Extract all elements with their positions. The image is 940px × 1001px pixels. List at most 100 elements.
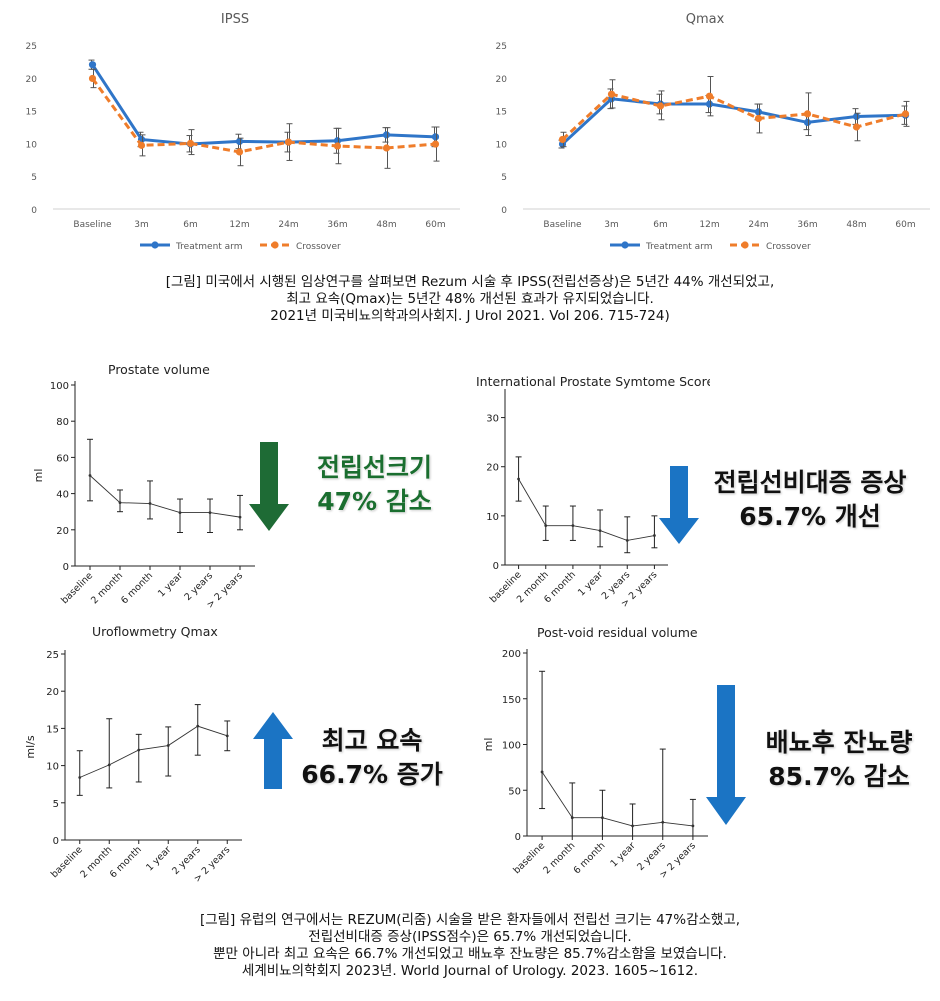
data-point bbox=[382, 131, 391, 139]
y-tick-label: 0 bbox=[31, 206, 37, 216]
ipss-chart: IPSS 0 5 10 15 20 25 Baseline 3m 6m 12m 24m 36m 48m 60… bbox=[26, 12, 460, 252]
data-point bbox=[382, 144, 391, 152]
data-point bbox=[88, 61, 97, 69]
data-point bbox=[186, 139, 195, 147]
legend-marker bbox=[271, 241, 279, 249]
y-tick-label: 200 bbox=[502, 649, 521, 660]
legend-label: Crossover bbox=[296, 242, 341, 252]
x-tick-label: 1 year bbox=[609, 840, 638, 869]
series-line bbox=[79, 725, 228, 778]
x-tick-label: 12m bbox=[229, 220, 249, 230]
y-tick-label: 25 bbox=[26, 42, 37, 52]
data-point bbox=[196, 724, 200, 728]
chart-title: IPSS bbox=[221, 12, 249, 27]
data-point bbox=[235, 148, 244, 156]
y-tick-label: 0 bbox=[501, 206, 507, 216]
y-tick-label: 25 bbox=[496, 42, 507, 52]
y-tick-label: 60 bbox=[56, 453, 69, 464]
data-point bbox=[691, 824, 695, 828]
x-tick-label: baseline bbox=[511, 840, 547, 876]
top-caption-line-2: 최고 요속(Qmax)는 5년간 48% 개선된 효과가 유지되었습니다. bbox=[286, 291, 654, 307]
data-point bbox=[601, 816, 604, 820]
data-point bbox=[225, 734, 229, 738]
y-tick-label: 0 bbox=[63, 562, 69, 573]
x-tick-label: 6m bbox=[653, 220, 668, 230]
pvr-callout-line-1: 배뇨후 잔뇨량 bbox=[765, 728, 913, 757]
y-tick-label: 10 bbox=[26, 140, 38, 150]
x-tick-label: 6m bbox=[183, 220, 198, 230]
data-point bbox=[235, 137, 244, 146]
y-tick-label: 10 bbox=[46, 762, 59, 773]
data-point bbox=[333, 142, 342, 150]
y-tick-label: 5 bbox=[53, 799, 59, 810]
data-point bbox=[607, 90, 616, 98]
data-point bbox=[653, 534, 656, 537]
data-point bbox=[517, 477, 520, 481]
qmax-up-arrow-icon bbox=[253, 712, 293, 789]
x-tick-label: 48m bbox=[846, 220, 866, 230]
y-tick-label: 15 bbox=[26, 108, 37, 118]
x-tick-label: 2 month bbox=[89, 570, 125, 606]
pvr-panel: Post-void residual volume ml 0 50 100 150 200 b… bbox=[470, 618, 710, 893]
data-point bbox=[166, 744, 170, 747]
y-tick-label: 15 bbox=[46, 724, 59, 735]
qmax-chart-panel: Qmax 0 5 10 15 20 25 Baseline 3m 6m 12m 24m 36m 48m 60… bbox=[470, 0, 940, 265]
data-point bbox=[754, 108, 763, 116]
data-point bbox=[284, 138, 293, 146]
qmax-callout-line-1: 최고 요속 bbox=[321, 726, 423, 755]
data-point bbox=[803, 118, 812, 127]
data-point bbox=[705, 100, 714, 108]
uroflowmetry-chart: Uroflowmetry Qmaxml/s0510152025baseline2… bbox=[24, 624, 242, 885]
prostate-callout-line-1: 전립선크기 bbox=[316, 453, 432, 482]
y-tick-label: 20 bbox=[496, 75, 508, 85]
x-tick-label: 24m bbox=[278, 220, 298, 230]
series-line bbox=[561, 92, 906, 141]
y-tick-label: 5 bbox=[501, 173, 507, 183]
x-tick-label: 12m bbox=[699, 220, 719, 230]
x-tick-label: baseline bbox=[59, 570, 95, 606]
series-line bbox=[91, 77, 436, 154]
data-point bbox=[431, 133, 440, 141]
data-point bbox=[107, 763, 111, 767]
y-tick-label: 15 bbox=[496, 108, 507, 118]
legend-marker bbox=[621, 241, 629, 249]
x-tick-label: 24m bbox=[748, 220, 768, 230]
data-point bbox=[754, 114, 763, 123]
y-tick-label: 50 bbox=[508, 786, 521, 797]
data-point bbox=[598, 529, 602, 532]
x-tick-label: 6 month bbox=[119, 570, 155, 606]
legend-label: Crossover bbox=[766, 242, 811, 252]
qmax-callout: 최고 요속 66.7% 증가 bbox=[287, 724, 457, 792]
data-point bbox=[431, 140, 440, 148]
y-tick-label: 100 bbox=[502, 741, 521, 752]
y-tick-label: 100 bbox=[50, 381, 69, 392]
prostate-callout-line-2: 47% 감소 bbox=[317, 487, 432, 516]
series-line bbox=[89, 475, 241, 518]
y-tick-label: 30 bbox=[486, 414, 499, 425]
y-tick-label: 20 bbox=[56, 526, 69, 537]
ipss2-panel: International Prostate Symtome Score 0 10 2… bbox=[470, 365, 710, 625]
series-line bbox=[91, 63, 436, 146]
data-point bbox=[88, 474, 92, 477]
prostate-down-arrow-icon bbox=[249, 442, 289, 531]
bottom-caption-line-4: 세계비뇨의학회지 2023년. World Journal of Urology… bbox=[241, 963, 699, 979]
y-axis-label: ml/s bbox=[24, 735, 37, 758]
top-caption-line-1: [그림] 미국에서 시행된 임상연구를 살펴보면 Rezum 시술 후 IPSS… bbox=[165, 274, 775, 290]
ipss-callout-line-1: 전립선비대증 증상 bbox=[713, 468, 907, 497]
data-point bbox=[558, 135, 567, 144]
x-tick-label: 48m bbox=[376, 220, 396, 230]
data-point bbox=[571, 524, 575, 528]
data-point bbox=[178, 511, 182, 515]
bottom-caption-line-2: 전립선비대증 증상(IPSS점수)은 65.7% 개선되었습니다. bbox=[308, 929, 632, 945]
legend-marker bbox=[151, 241, 159, 249]
data-point bbox=[238, 515, 242, 519]
data-point bbox=[661, 820, 665, 824]
data-point bbox=[803, 110, 812, 118]
data-point bbox=[852, 112, 861, 121]
uroflow-panel: Uroflowmetry Qmax ml/s 0 5 10 15 20 25 baseline 2… bbox=[20, 618, 260, 893]
x-tick-label: 2 month bbox=[541, 840, 577, 876]
pvr-callout: 배뇨후 잔뇨량 85.7% 감소 bbox=[744, 726, 934, 794]
chart-title: Prostate volume bbox=[108, 362, 210, 377]
y-tick-label: 80 bbox=[56, 417, 69, 428]
prostate-callout: 전립선크기 47% 감소 bbox=[292, 451, 457, 519]
